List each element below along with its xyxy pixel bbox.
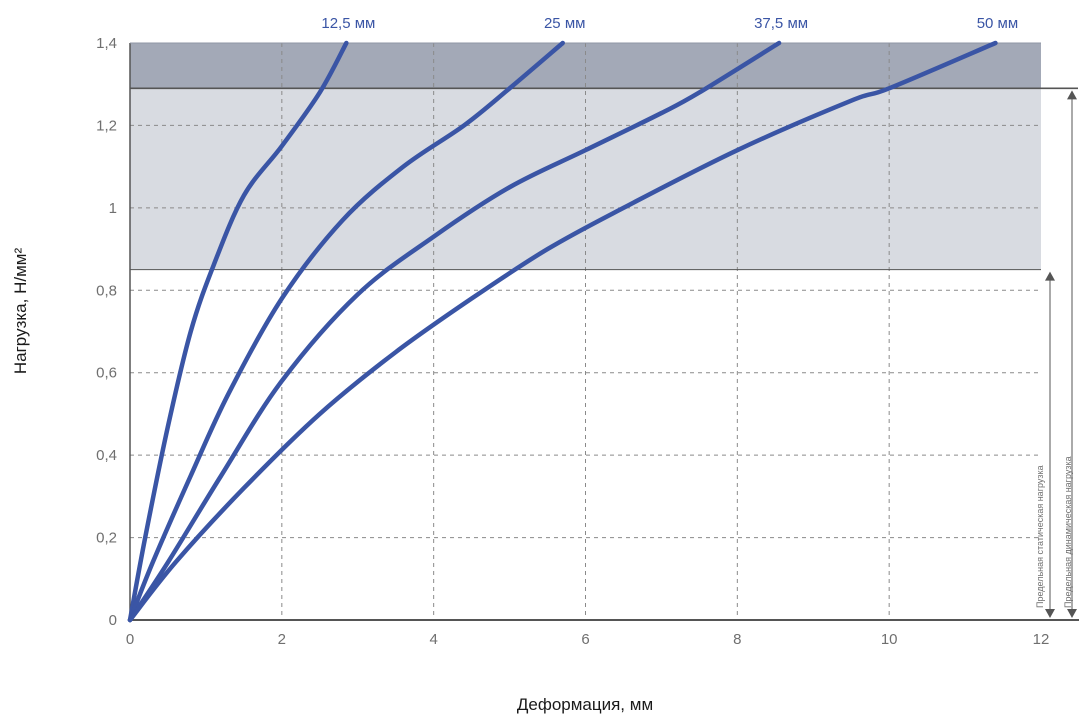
- x-tick-label-1: 2: [278, 631, 286, 648]
- series-line-2: [127, 40, 782, 623]
- x-tick-label-0: 0: [126, 631, 134, 648]
- limit-arrow-head-bottom-1: [1067, 609, 1077, 618]
- limit-label-1: Предельная динамическая нагрузка: [1063, 456, 1073, 608]
- x-tick-label-3: 6: [581, 631, 589, 648]
- y-tick-label-3: 0,6: [96, 365, 117, 382]
- series-label-0: 12,5 мм: [321, 15, 375, 32]
- y-tick-label-7: 1,4: [96, 35, 117, 52]
- limit-markers: Предельная статическая нагрузка Предельна…: [130, 87, 1078, 618]
- series-label-2: 37,5 мм: [754, 15, 808, 32]
- grid-lines: [130, 43, 1041, 620]
- load-band-1: [130, 43, 1041, 89]
- series-line-0: [127, 40, 349, 623]
- series-line-1: [127, 40, 565, 623]
- series-label-1: 25 мм: [544, 15, 585, 32]
- y-tick-label-6: 1,2: [96, 117, 117, 134]
- y-tick-label-1: 0,2: [96, 530, 117, 547]
- y-tick-label-4: 0,8: [96, 282, 117, 299]
- x-tick-label-2: 4: [429, 631, 437, 648]
- series-lines: [127, 40, 998, 623]
- x-axis-title: Деформация, мм: [517, 695, 653, 714]
- x-tick-label-6: 12: [1033, 631, 1050, 648]
- series-labels: 12,5 мм 25 мм 37,5 мм 50 мм: [321, 15, 1018, 32]
- axes: [129, 42, 1079, 621]
- limit-arrow-head-top-1: [1067, 90, 1077, 100]
- series-label-3: 50 мм: [977, 15, 1018, 32]
- limit-arrow-head-bottom-0: [1045, 609, 1055, 618]
- x-tick-label-5: 10: [881, 631, 898, 648]
- y-axis-title: Нагрузка, Н/мм²: [11, 248, 30, 375]
- y-tick-label-5: 1: [109, 200, 117, 217]
- y-tick-label-0: 0: [109, 612, 117, 629]
- limit-label-0: Предельная статическая нагрузка: [1035, 465, 1045, 608]
- limit-arrow-head-top-0: [1045, 271, 1055, 281]
- x-tick-labels: 0 2 4 6 8 10 12: [126, 631, 1050, 648]
- y-tick-labels: 0 0,2 0,4 0,6 0,8 1 1,2 1,4: [96, 35, 117, 629]
- y-tick-label-2: 0,4: [96, 447, 117, 464]
- x-tick-label-4: 8: [733, 631, 741, 648]
- series-line-3: [127, 40, 998, 623]
